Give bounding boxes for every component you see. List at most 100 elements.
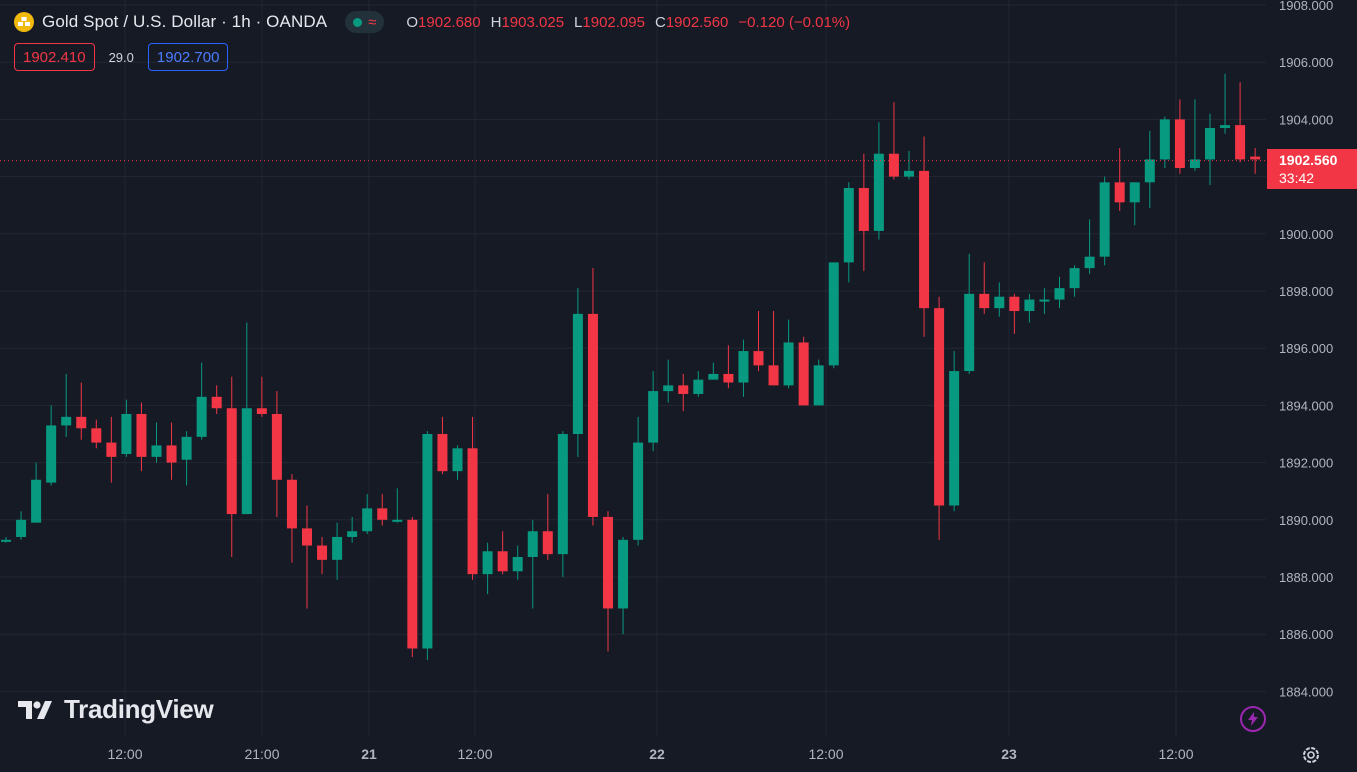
candle-body[interactable] <box>286 479 297 529</box>
candle-body[interactable] <box>1174 119 1185 169</box>
symbol-title[interactable]: Gold Spot / U.S. Dollar · 1h · OANDA <box>42 12 328 31</box>
candle-body[interactable] <box>317 545 328 560</box>
candle-body[interactable] <box>1069 268 1080 289</box>
candle-body[interactable] <box>557 434 568 555</box>
candle-body[interactable] <box>964 293 975 372</box>
candle-body[interactable] <box>1250 156 1261 160</box>
candle-body[interactable] <box>979 293 990 309</box>
candle-body[interactable] <box>663 385 674 392</box>
legend-bar: Gold Spot / U.S. Dollar · 1h · OANDA ≈ O… <box>14 8 850 36</box>
candle-body[interactable] <box>467 448 478 575</box>
candle-body[interactable] <box>362 508 373 532</box>
candle-body[interactable] <box>888 153 899 177</box>
candle-body[interactable] <box>693 379 704 394</box>
candle-body[interactable] <box>482 551 493 575</box>
candle-body[interactable] <box>437 434 448 472</box>
candle-body[interactable] <box>603 516 613 609</box>
candle-body[interactable] <box>678 385 689 394</box>
candle-body[interactable] <box>783 342 794 386</box>
candle-body[interactable] <box>1039 299 1050 302</box>
candle-body[interactable] <box>61 416 72 426</box>
candle-body[interactable] <box>648 391 659 443</box>
candle-body[interactable] <box>527 531 538 557</box>
candle-body[interactable] <box>1 539 11 542</box>
candle-body[interactable] <box>618 539 629 609</box>
candle-body[interactable] <box>46 425 57 483</box>
candle-body[interactable] <box>302 528 312 546</box>
candle-body[interactable] <box>904 170 914 177</box>
candle-body[interactable] <box>136 413 147 457</box>
candle-body[interactable] <box>1159 119 1170 160</box>
candle-body[interactable] <box>828 262 839 366</box>
candle-body[interactable] <box>919 170 930 309</box>
candle-body[interactable] <box>738 351 749 383</box>
candle-body[interactable] <box>768 365 779 386</box>
candle-body[interactable] <box>377 508 388 520</box>
gold-coin-icon[interactable] <box>14 12 34 32</box>
candle-body[interactable] <box>1189 159 1200 169</box>
candle-body[interactable] <box>1205 127 1215 160</box>
candle-body[interactable] <box>1235 125 1246 160</box>
candle-body[interactable] <box>633 442 644 540</box>
y-tick-label: 1906.000 <box>1279 55 1333 70</box>
candle-body[interactable] <box>241 408 252 515</box>
candle-body[interactable] <box>798 342 809 406</box>
tradingview-logo[interactable]: TradingView <box>18 694 214 725</box>
close-value: 1902.560 <box>665 13 729 31</box>
market-status-pill[interactable]: ≈ <box>345 11 385 33</box>
candle-body[interactable] <box>1024 299 1035 312</box>
candle-body[interactable] <box>121 413 132 455</box>
candle-body[interactable] <box>813 365 824 406</box>
candle-body[interactable] <box>226 408 237 515</box>
candle-body[interactable] <box>211 396 222 409</box>
candle-body[interactable] <box>512 556 523 572</box>
high-label: H <box>490 13 502 31</box>
candle-body[interactable] <box>91 428 102 443</box>
candle-body[interactable] <box>1144 159 1155 183</box>
candle-body[interactable] <box>587 313 598 517</box>
candle-body[interactable] <box>497 551 508 572</box>
candle-body[interactable] <box>1084 256 1095 269</box>
buy-button[interactable]: 1902.700 <box>147 43 229 71</box>
candle-body[interactable] <box>572 313 583 434</box>
candle-body[interactable] <box>181 436 192 460</box>
candle-body[interactable] <box>166 445 177 463</box>
candle-body[interactable] <box>1129 182 1140 203</box>
candle-body[interactable] <box>196 396 207 437</box>
candle-body[interactable] <box>271 413 282 480</box>
candle-body[interactable] <box>16 519 27 537</box>
candle-body[interactable] <box>76 416 87 429</box>
candle-body[interactable] <box>256 408 267 414</box>
x-tick-label: 12:00 <box>808 746 843 762</box>
spread-value: 29.0 <box>108 49 134 65</box>
candle-body[interactable] <box>843 188 854 263</box>
candle-body[interactable] <box>151 445 162 457</box>
candle-body[interactable] <box>407 519 418 649</box>
candle-body[interactable] <box>452 448 463 472</box>
candle-body[interactable] <box>392 519 403 522</box>
candle-body[interactable] <box>1099 182 1110 257</box>
candle-body[interactable] <box>422 434 433 649</box>
candle-body[interactable] <box>542 531 553 555</box>
sell-button[interactable]: 1902.410 <box>14 43 95 71</box>
candle-body[interactable] <box>934 308 945 506</box>
candle-body[interactable] <box>1114 182 1125 203</box>
candle-body[interactable] <box>1054 288 1065 300</box>
candle-body[interactable] <box>708 373 719 380</box>
candle-body[interactable] <box>332 536 343 560</box>
settings-gear-icon[interactable] <box>1300 744 1322 766</box>
lightning-icon[interactable] <box>1240 706 1266 732</box>
candle-body[interactable] <box>31 479 42 523</box>
candle-body[interactable] <box>858 188 869 231</box>
candle-body[interactable] <box>723 373 734 383</box>
candle-body[interactable] <box>1009 296 1020 312</box>
candle-body[interactable] <box>347 531 358 537</box>
candle-body[interactable] <box>753 351 764 366</box>
candle-body[interactable] <box>106 442 117 457</box>
candle-body[interactable] <box>949 371 960 506</box>
candle-body[interactable] <box>873 153 884 231</box>
candle-body[interactable] <box>994 296 1005 309</box>
candle-body[interactable] <box>1220 125 1231 128</box>
